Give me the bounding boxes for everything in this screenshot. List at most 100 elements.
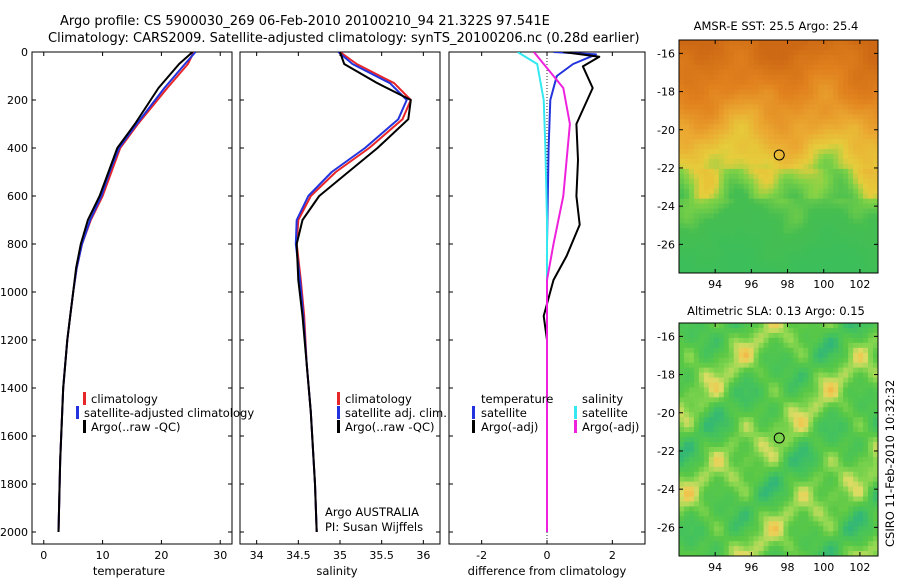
heatmap-cell xyxy=(808,541,814,547)
heatmap-cell xyxy=(838,466,844,473)
heatmap-cell xyxy=(838,536,844,542)
heatmap-cell xyxy=(688,382,695,389)
heatmap-cell xyxy=(793,456,799,463)
heatmap-cell xyxy=(838,367,844,374)
heatmap-cell xyxy=(753,546,760,552)
heatmap-cell xyxy=(723,59,730,66)
x-tick-label: 35 xyxy=(333,549,347,562)
heatmap-cell xyxy=(738,521,745,527)
heatmap-cell xyxy=(853,432,859,438)
heatmap-cell xyxy=(693,74,700,81)
heatmap-cell xyxy=(863,84,869,91)
heatmap-cell xyxy=(748,193,755,200)
heatmap-cell xyxy=(863,327,869,334)
heatmap-cell xyxy=(843,64,849,71)
heatmap-cell xyxy=(813,178,819,185)
heatmap-cell xyxy=(679,64,685,71)
heatmap-cell xyxy=(773,119,780,125)
heatmap-cell xyxy=(703,74,710,81)
heatmap-cell xyxy=(858,327,864,334)
heatmap-cell xyxy=(683,149,690,155)
heatmap-cell xyxy=(713,377,720,384)
heatmap-cell xyxy=(758,44,765,51)
heatmap-cell xyxy=(838,372,844,379)
heatmap-cell xyxy=(679,99,685,106)
heatmap-cell xyxy=(838,89,844,96)
heatmap-cell xyxy=(683,158,690,165)
heatmap-cell xyxy=(788,59,795,66)
heatmap-cell xyxy=(828,456,834,463)
heatmap-cell xyxy=(733,208,740,215)
heatmap-cell xyxy=(723,476,730,483)
heatmap-cell xyxy=(773,491,780,498)
heatmap-cell xyxy=(793,79,799,86)
heatmap-cell xyxy=(843,163,849,170)
legend-item: satellite-adjusted climatology xyxy=(84,406,254,420)
heatmap-cell xyxy=(753,506,760,512)
heatmap-cell xyxy=(708,407,715,413)
heatmap-cell xyxy=(743,432,750,438)
heatmap-cell xyxy=(873,183,878,190)
heatmap-cell xyxy=(813,223,819,229)
heatmap-cell xyxy=(778,417,785,423)
heatmap-cell xyxy=(788,441,795,448)
heatmap-cell xyxy=(818,258,824,264)
y-tick-label: -22 xyxy=(657,445,675,458)
heatmap-cell xyxy=(813,144,819,150)
heatmap-cell xyxy=(743,163,750,170)
heatmap-cell xyxy=(713,511,720,517)
heatmap-cell xyxy=(783,223,790,229)
heatmap-cell xyxy=(728,451,735,458)
heatmap-cell xyxy=(718,248,725,254)
heatmap-cell xyxy=(838,456,844,463)
heatmap-cell xyxy=(838,407,844,413)
heatmap-cell xyxy=(828,158,834,165)
heatmap-cell xyxy=(768,526,775,532)
heatmap-cell xyxy=(718,144,725,150)
heatmap-cell xyxy=(803,59,809,66)
heatmap-cell xyxy=(778,213,785,220)
heatmap-cell xyxy=(718,233,725,239)
heatmap-cell xyxy=(793,531,799,537)
heatmap-cell xyxy=(743,54,750,61)
heatmap-cell xyxy=(693,158,700,165)
heatmap-cell xyxy=(848,243,854,249)
heatmap-cell xyxy=(703,69,710,76)
heatmap-cell xyxy=(798,417,804,423)
heatmap-cell xyxy=(713,79,720,86)
heatmap-cell xyxy=(743,427,750,433)
heatmap-cell xyxy=(728,327,735,334)
salinity-legend: climatology satellite adj. clim. Argo(..… xyxy=(337,392,447,434)
heatmap-cell xyxy=(758,99,765,106)
heatmap-cell xyxy=(853,134,859,140)
heatmap-cell xyxy=(828,248,834,254)
heatmap-cell xyxy=(858,223,864,229)
heatmap-cell xyxy=(843,546,849,552)
heatmap-cell xyxy=(808,168,814,175)
heatmap-cell xyxy=(833,337,839,344)
heatmap-cell xyxy=(798,441,804,448)
heatmap-cell xyxy=(753,218,760,225)
heatmap-cell xyxy=(763,392,770,398)
heatmap-cell xyxy=(703,99,710,106)
heatmap-cell xyxy=(703,327,710,334)
heatmap-cell xyxy=(708,40,715,46)
heatmap-cell xyxy=(723,466,730,473)
heatmap-cell xyxy=(868,208,874,215)
heatmap-cell xyxy=(718,337,725,344)
heatmap-cell xyxy=(858,129,864,135)
heatmap-cell xyxy=(758,466,765,473)
heatmap-cell xyxy=(753,412,760,418)
heatmap-cell xyxy=(728,114,735,120)
heatmap-cell xyxy=(808,327,814,334)
heatmap-cell xyxy=(843,407,849,413)
heatmap-cell xyxy=(873,233,878,239)
heatmap-cell xyxy=(818,481,824,488)
heatmap-cell xyxy=(858,263,864,269)
heatmap-cell xyxy=(848,253,854,259)
heatmap-cell xyxy=(773,94,780,101)
heatmap-cell xyxy=(868,377,874,384)
heatmap-cell xyxy=(723,188,730,195)
heatmap-cell xyxy=(728,89,735,96)
heatmap-cell xyxy=(863,109,869,115)
